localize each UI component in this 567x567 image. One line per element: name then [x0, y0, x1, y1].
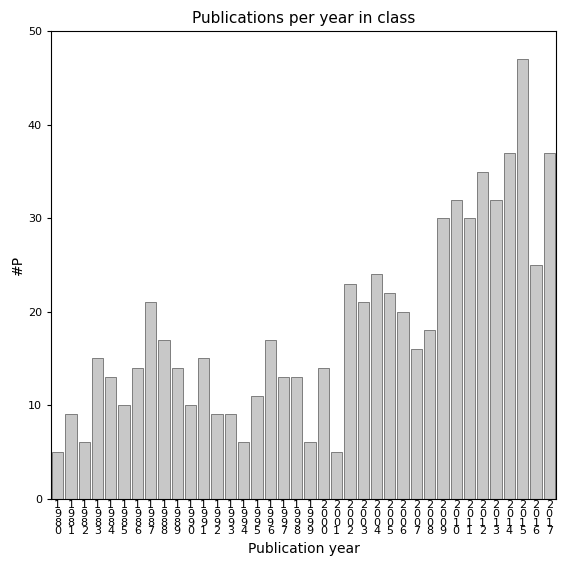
Bar	[132, 368, 143, 498]
Bar	[344, 284, 356, 498]
Bar	[92, 358, 103, 498]
Bar	[544, 153, 555, 498]
Y-axis label: #P: #P	[11, 255, 25, 275]
Bar	[517, 60, 528, 498]
Bar	[105, 377, 116, 498]
Bar	[530, 265, 541, 498]
Bar	[424, 331, 435, 498]
Bar	[451, 200, 462, 498]
Bar	[119, 405, 130, 498]
Bar	[331, 452, 342, 498]
Bar	[145, 302, 156, 498]
Bar	[358, 302, 369, 498]
Bar	[198, 358, 209, 498]
Bar	[503, 153, 515, 498]
Bar	[65, 414, 77, 498]
Bar	[464, 218, 475, 498]
Title: Publications per year in class: Publications per year in class	[192, 11, 415, 26]
Bar	[490, 200, 502, 498]
Bar	[172, 368, 183, 498]
Bar	[397, 312, 409, 498]
Bar	[251, 396, 263, 498]
Bar	[185, 405, 196, 498]
Bar	[52, 452, 64, 498]
Bar	[225, 414, 236, 498]
Bar	[265, 340, 276, 498]
Bar	[437, 218, 448, 498]
Bar	[384, 293, 395, 498]
Bar	[477, 172, 488, 498]
Bar	[304, 442, 316, 498]
Bar	[158, 340, 170, 498]
X-axis label: Publication year: Publication year	[248, 542, 359, 556]
Bar	[411, 349, 422, 498]
Bar	[238, 442, 249, 498]
Bar	[211, 414, 223, 498]
Bar	[371, 274, 382, 498]
Bar	[79, 442, 90, 498]
Bar	[278, 377, 289, 498]
Bar	[318, 368, 329, 498]
Bar	[291, 377, 302, 498]
